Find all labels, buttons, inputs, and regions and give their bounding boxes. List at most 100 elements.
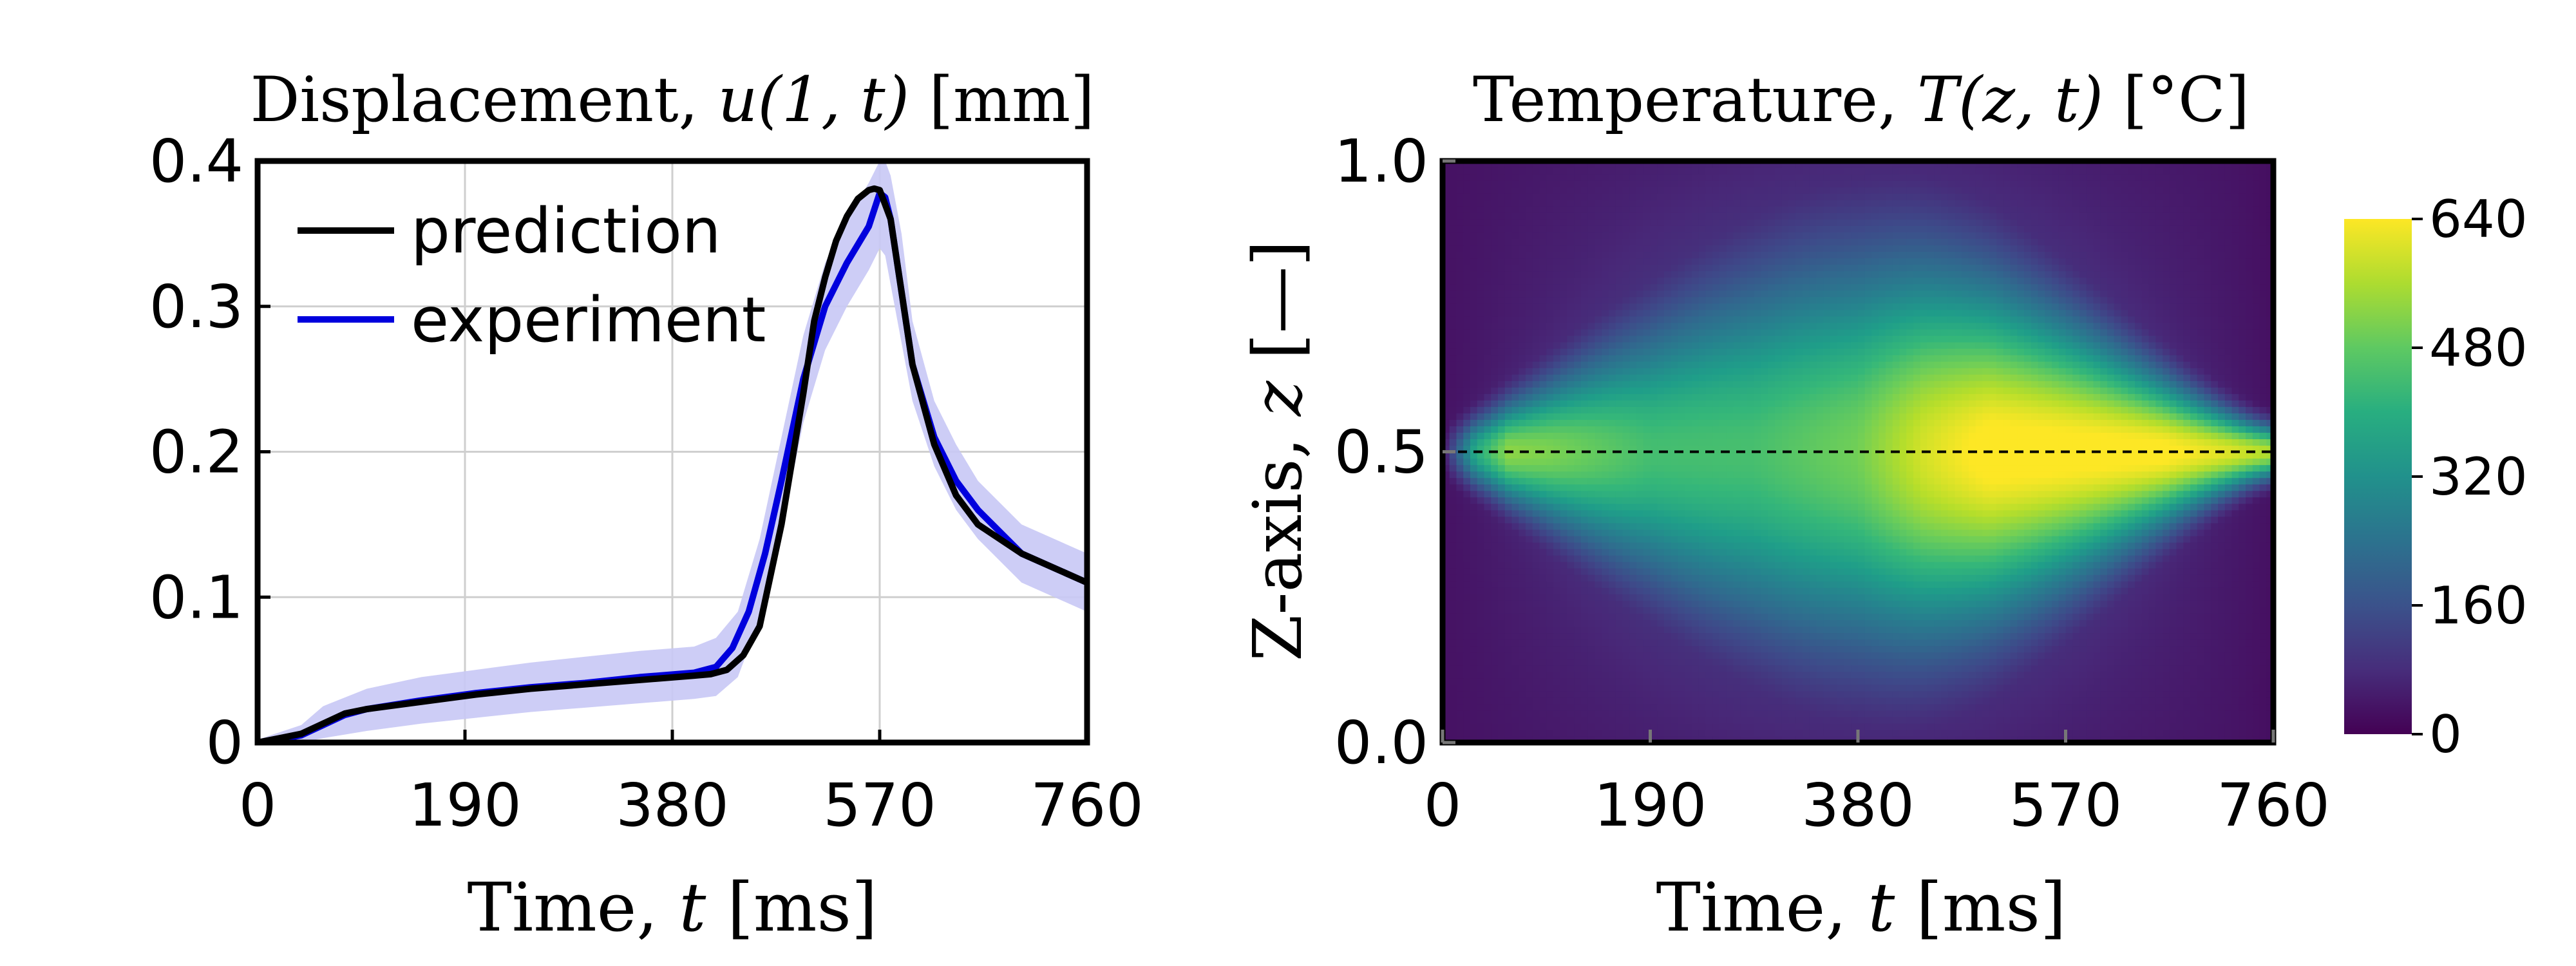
heatmap-cell — [1456, 594, 1464, 601]
heatmap-cell — [1456, 245, 1464, 252]
heatmap-cell — [1747, 348, 1755, 355]
heatmap-cell — [1788, 232, 1796, 239]
heatmap-cell — [1650, 283, 1658, 291]
heatmap-cell — [1539, 509, 1547, 517]
heatmap-cell — [1643, 245, 1651, 252]
heatmap-cell — [1484, 167, 1492, 175]
heatmap-cell — [1636, 652, 1644, 659]
heatmap-cell — [1671, 626, 1679, 634]
heatmap-cell — [1526, 400, 1533, 407]
heatmap-cell — [1768, 368, 1776, 375]
heatmap-cell — [1567, 232, 1575, 239]
heatmap-cell — [1546, 258, 1554, 265]
heatmap-cell — [1754, 710, 1762, 717]
heatmap-cell — [1477, 490, 1485, 498]
heatmap-cell — [1587, 264, 1596, 272]
heatmap-cell — [1795, 303, 1803, 310]
heatmap-cell — [1629, 613, 1637, 620]
heatmap-cell — [1775, 620, 1783, 627]
heatmap-cell — [1581, 361, 1589, 368]
heatmap-cell — [1636, 187, 1644, 194]
heatmap-cell — [1463, 213, 1471, 220]
heatmap-cell — [1470, 270, 1478, 278]
heatmap-cell — [1712, 458, 1720, 466]
heatmap-cell — [1553, 613, 1561, 620]
heatmap-cell — [1449, 355, 1457, 362]
heatmap-cell — [1788, 213, 1796, 220]
heatmap-cell — [1671, 387, 1679, 394]
heatmap-cell — [1622, 161, 1630, 168]
heatmap-cell — [1705, 374, 1713, 381]
heatmap-cell — [1650, 426, 1658, 433]
heatmap-cell — [1671, 426, 1679, 433]
heatmap-cell — [1740, 219, 1748, 226]
heatmap-cell — [1581, 303, 1589, 310]
heatmap-cell — [1705, 174, 1713, 181]
heatmap-cell — [1470, 620, 1478, 627]
heatmap-cell — [1816, 620, 1824, 627]
heatmap-cell — [1643, 535, 1651, 543]
heatmap-cell — [1719, 735, 1727, 743]
heatmap-cell — [1761, 355, 1768, 362]
heatmap-cell — [1761, 270, 1768, 278]
heatmap-cell — [1470, 381, 1478, 388]
heatmap-cell — [1809, 290, 1817, 298]
heatmap-cell — [1671, 445, 1679, 453]
heatmap-cell — [1664, 677, 1672, 685]
heatmap-cell — [1705, 484, 1713, 491]
heatmap-cell — [1678, 251, 1685, 259]
heatmap-cell — [1463, 574, 1471, 582]
heatmap-cell — [1664, 213, 1672, 220]
heatmap-cell — [1643, 277, 1651, 285]
heatmap-cell — [1698, 270, 1707, 278]
heatmap-cell — [1519, 729, 1526, 737]
heatmap-cell — [1747, 458, 1755, 466]
heatmap-cell — [1803, 587, 1810, 594]
heatmap-cell — [1463, 225, 1471, 232]
heatmap-cell — [1740, 335, 1748, 343]
heatmap-cell — [1484, 626, 1492, 634]
heatmap-cell — [1685, 464, 1692, 472]
heatmap-cell — [1587, 368, 1596, 375]
heatmap-cell — [1754, 400, 1762, 407]
heatmap-cell — [1754, 620, 1762, 627]
heatmap-cell — [1595, 341, 1602, 349]
heatmap-cell — [1664, 393, 1672, 401]
heatmap-cell — [1768, 600, 1776, 607]
heatmap-cell — [1705, 729, 1713, 737]
heatmap-cell — [1788, 161, 1796, 168]
heatmap-cell — [1470, 406, 1478, 413]
heatmap-cell — [1781, 381, 1790, 388]
heatmap-cell — [1567, 716, 1575, 724]
heatmap-cell — [1553, 368, 1561, 375]
heatmap-cell — [1443, 471, 1450, 478]
heatmap-cell — [1685, 600, 1692, 607]
heatmap-cell — [1484, 735, 1492, 743]
heatmap-cell — [1615, 200, 1624, 207]
heatmap-cell — [1463, 161, 1471, 168]
heatmap-cell — [1622, 632, 1630, 640]
heatmap-cell — [1456, 219, 1464, 226]
heatmap-cell — [1456, 264, 1464, 272]
heatmap-cell — [1788, 296, 1796, 304]
heatmap-cell — [1740, 697, 1748, 705]
heatmap-cell — [1781, 471, 1790, 478]
heatmap-cell — [1754, 219, 1762, 226]
heatmap-cell — [1602, 335, 1609, 343]
heatmap-cell — [1581, 516, 1589, 524]
heatmap-cell — [1546, 296, 1554, 304]
heatmap-cell — [1511, 316, 1519, 323]
heatmap-cell — [1546, 406, 1554, 413]
heatmap-cell — [1532, 522, 1540, 530]
heatmap-cell — [1615, 413, 1624, 420]
heatmap-cell — [1657, 464, 1665, 472]
heatmap-cell — [1809, 296, 1817, 304]
heatmap-cell — [1615, 258, 1624, 265]
heatmap-cell — [1602, 497, 1609, 504]
heatmap-cell — [1491, 309, 1499, 317]
heatmap-cell — [1636, 400, 1644, 407]
heatmap-cell — [1609, 600, 1616, 607]
heatmap-cell — [1643, 270, 1651, 278]
heatmap-cell — [1602, 645, 1609, 653]
heatmap-cell — [1685, 213, 1692, 220]
